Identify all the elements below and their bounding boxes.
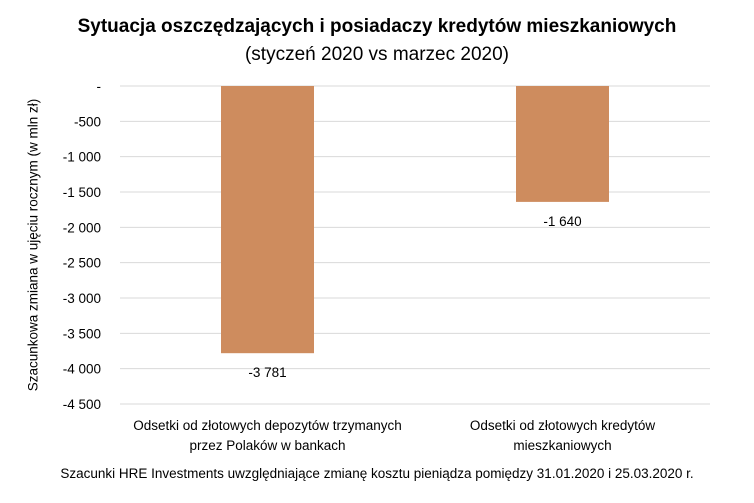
y-tick-label: -4 000 [63,362,101,377]
y-tick-label: -1 000 [63,150,101,165]
chart-title: Sytuacja oszczędzających i posiadaczy kr… [77,16,677,37]
y-tick-label: -1 500 [63,185,101,200]
bar [516,86,609,202]
x-tick-label: mieszkaniowych [513,438,611,453]
x-tick-label: Odsetki od złotowych depozytów trzymanyc… [133,418,402,433]
bar [221,86,314,354]
x-tick-label: przez Polaków w bankach [189,438,345,453]
x-tick-label: Odsetki od złotowych kredytów [470,418,656,433]
chart-subtitle: (styczeń 2020 vs marzec 2020) [244,44,509,65]
y-tick-label: -500 [74,114,101,129]
footnote: Szacunki HRE Investments uwzględniające … [60,466,694,481]
y-tick-label: -2 500 [63,256,101,271]
data-label: -3 781 [248,365,286,380]
y-tick-label: -4 500 [63,397,101,412]
y-tick-label: -2 000 [63,220,101,235]
y-tick-label: -3 000 [63,291,101,306]
y-tick-label: - [97,79,102,94]
y-tick-label: -3 500 [63,326,101,341]
data-label: -1 640 [543,214,581,229]
